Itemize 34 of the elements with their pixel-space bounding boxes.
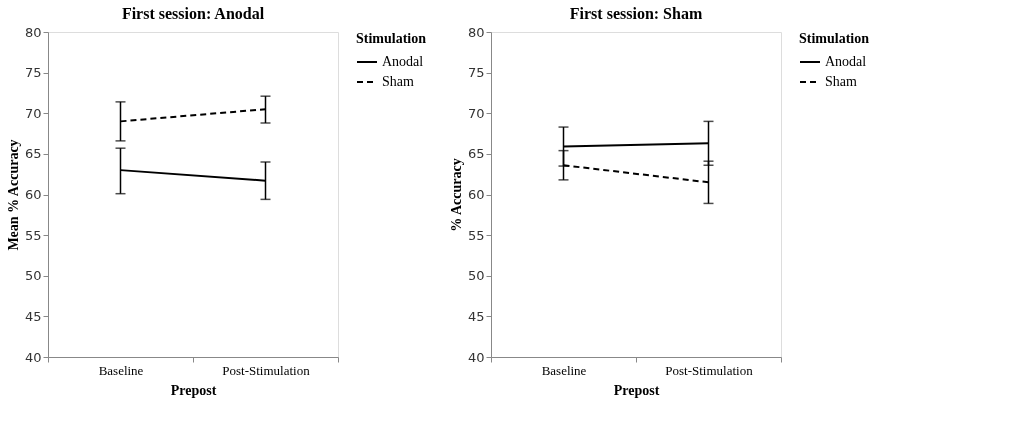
y-tick-label: 80: [467, 24, 485, 40]
x-tick-label: Baseline: [98, 362, 144, 378]
y-tick-label: 45: [24, 308, 42, 324]
y-tick-label: 80: [24, 24, 42, 40]
legend-title: Stimulation: [799, 31, 870, 46]
legend-label: Sham: [382, 74, 414, 89]
x-axis-title: Prepost: [613, 382, 660, 398]
y-axis-title: % Accuracy: [448, 158, 464, 232]
y-tick-label: 65: [24, 146, 42, 162]
y-tick-label: 40: [24, 349, 42, 365]
y-tick-label: 75: [24, 65, 42, 81]
legend-label: Anodal: [825, 54, 867, 69]
y-tick-label: 55: [467, 227, 485, 243]
y-tick-label: 65: [467, 146, 485, 162]
x-tick-label: Baseline: [541, 362, 587, 378]
x-tick-label: Post-Stimulation: [665, 362, 754, 378]
legend-label: Anodal: [382, 54, 424, 69]
y-axis-title: Mean % Accuracy: [5, 139, 21, 251]
chart-title: First session: Sham: [569, 5, 703, 22]
y-tick-label: 50: [24, 268, 42, 284]
y-tick-label: 70: [24, 105, 42, 121]
y-tick-label: 60: [467, 187, 485, 202]
y-tick-label: 45: [467, 308, 485, 324]
y-tick-label: 60: [24, 187, 42, 202]
x-tick-label: Post-Stimulation: [222, 362, 311, 378]
y-tick-label: 40: [467, 349, 485, 365]
y-tick-label: 55: [24, 227, 42, 243]
y-tick-label: 75: [467, 65, 485, 81]
legend-label: Sham: [825, 74, 857, 89]
chart-title: First session: Anodal: [121, 5, 265, 22]
legend-title: Stimulation: [356, 31, 427, 46]
x-axis-title: Prepost: [170, 382, 217, 398]
y-tick-label: 50: [467, 268, 485, 284]
y-tick-label: 70: [467, 105, 485, 121]
